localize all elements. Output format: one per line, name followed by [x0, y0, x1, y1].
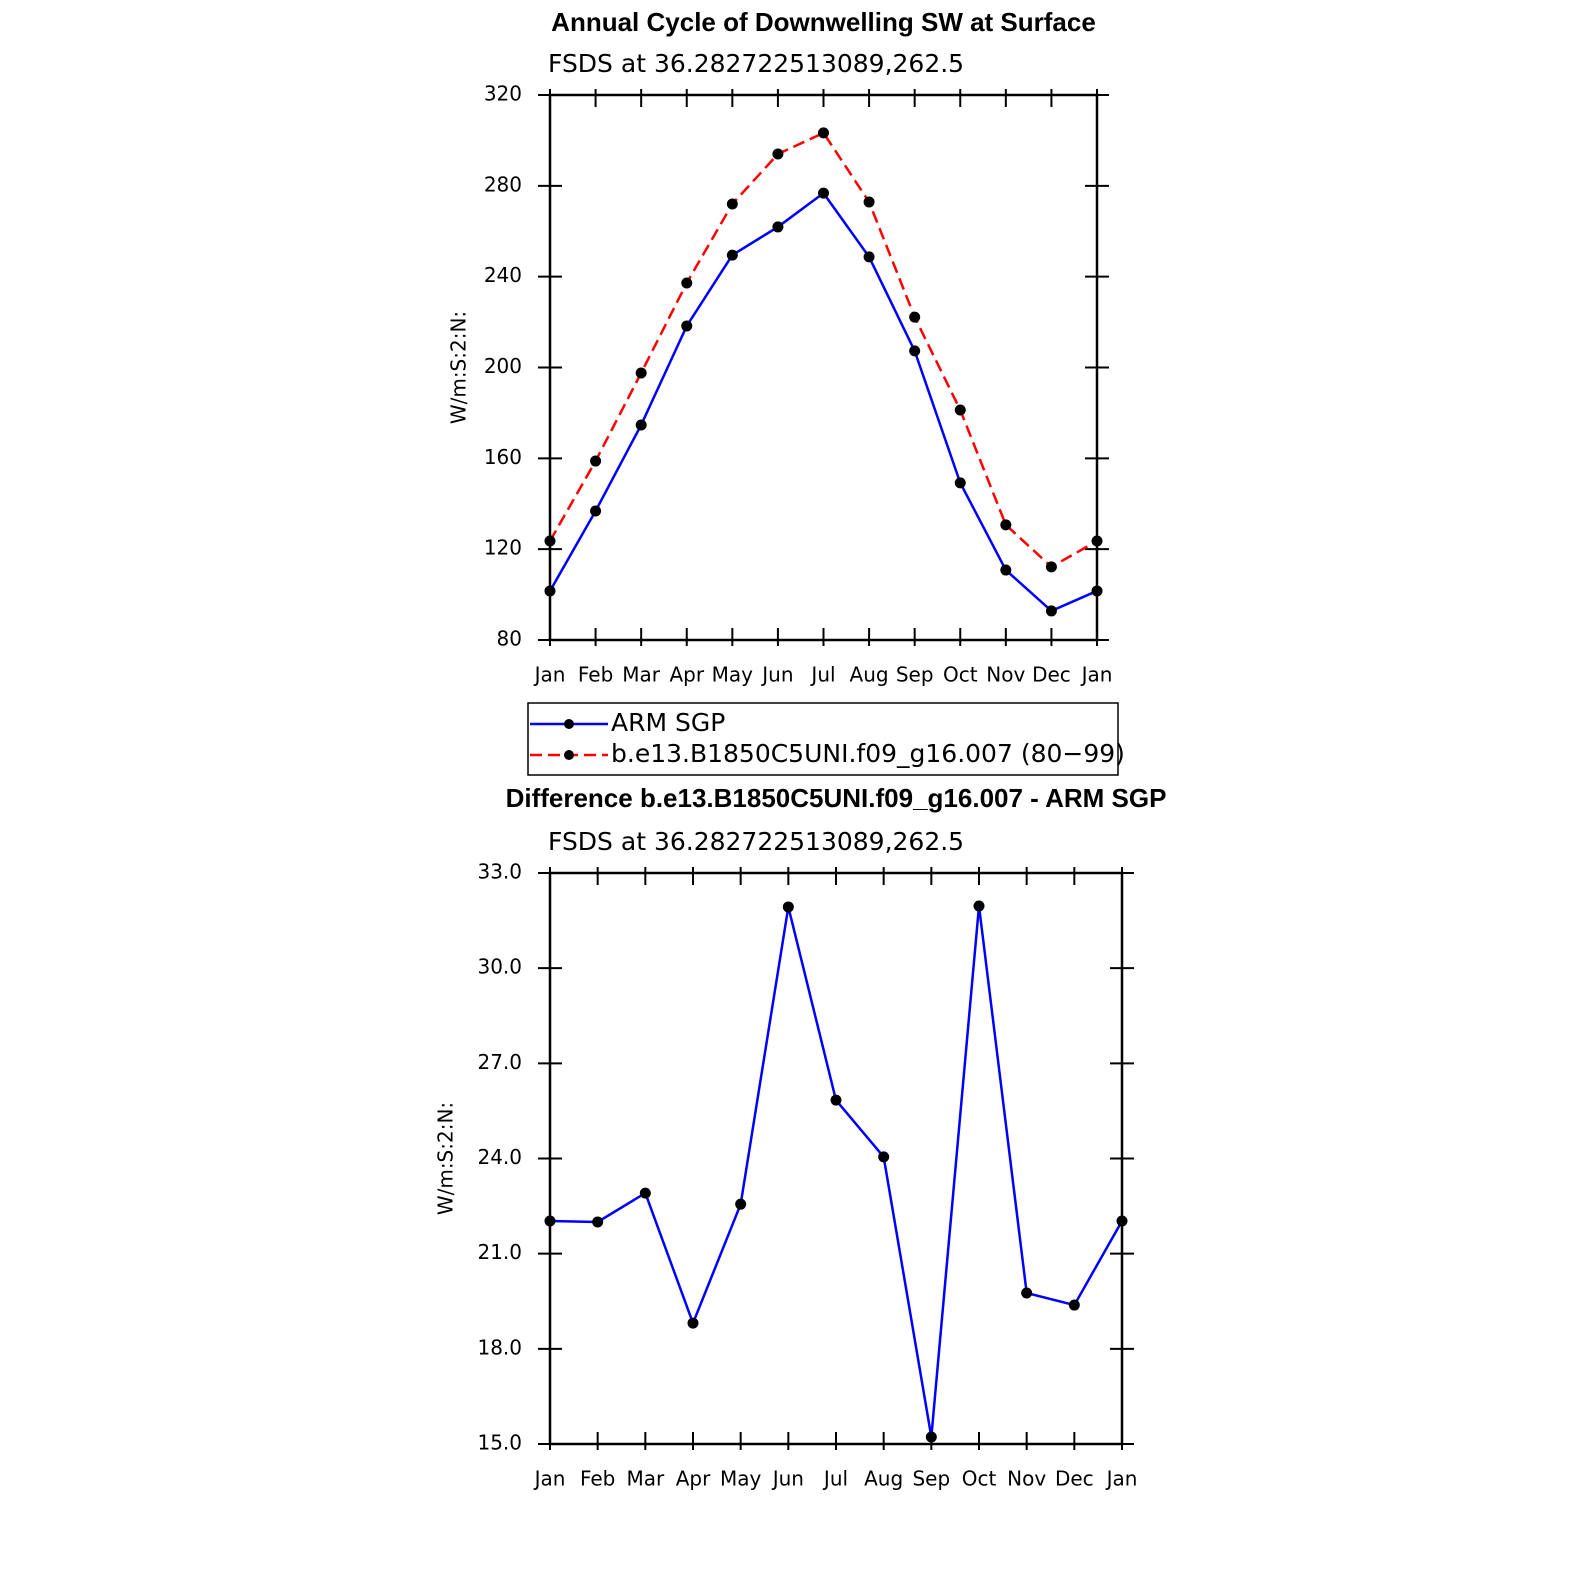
- data-point: [878, 1151, 890, 1163]
- x-tick-label: Sep: [912, 1467, 950, 1491]
- legend-label: ARM SGP: [611, 708, 725, 737]
- y-tick-label: 24.0: [477, 1145, 522, 1169]
- legend-box: [527, 702, 1119, 776]
- y-tick-label: 320: [484, 82, 522, 106]
- y-tick-label: 80: [497, 627, 522, 651]
- data-point: [909, 345, 921, 357]
- chart: Difference b.e13.B1850C5UNI.f09_g16.007 …: [434, 783, 1167, 1491]
- data-point: [635, 419, 647, 431]
- x-tick-label: Nov: [986, 663, 1025, 687]
- x-tick-label: Jun: [760, 663, 793, 687]
- data-point: [544, 535, 556, 547]
- x-tick-label: Jul: [822, 1467, 848, 1491]
- x-tick-label: Apr: [676, 1467, 711, 1491]
- data-point: [863, 251, 875, 263]
- data-point: [1091, 535, 1103, 547]
- x-tick-label: Aug: [850, 663, 889, 687]
- x-tick-label: Nov: [1007, 1467, 1046, 1491]
- data-point: [863, 196, 875, 208]
- data-point: [544, 1215, 556, 1227]
- x-tick-label: May: [720, 1467, 762, 1491]
- data-point: [590, 455, 602, 467]
- data-point: [925, 1431, 937, 1443]
- data-point: [687, 1317, 699, 1329]
- chart: Annual Cycle of Downwelling SW at Surfac…: [447, 7, 1125, 776]
- data-point: [1021, 1287, 1033, 1299]
- y-tick-label: 30.0: [477, 955, 522, 979]
- data-point: [639, 1187, 651, 1199]
- data-point: [909, 311, 921, 323]
- y-tick-label: 33.0: [477, 860, 522, 884]
- legend-marker: [564, 719, 574, 729]
- y-tick-label: 240: [484, 263, 522, 287]
- data-point: [681, 277, 693, 289]
- data-point: [830, 1094, 842, 1106]
- data-point: [954, 404, 966, 416]
- x-tick-label: Aug: [864, 1467, 903, 1491]
- plot-frame: [548, 93, 1099, 642]
- data-point: [735, 1198, 747, 1210]
- x-tick-label: Oct: [962, 1467, 997, 1491]
- x-tick-label: Mar: [626, 1467, 665, 1491]
- y-tick-label: 200: [484, 354, 522, 378]
- x-tick-label: May: [712, 663, 754, 687]
- data-point: [1091, 585, 1103, 597]
- chart-subtitle: FSDS at 36.282722513089,262.5: [548, 827, 964, 856]
- y-tick-label: 27.0: [477, 1050, 522, 1074]
- data-point: [772, 221, 784, 233]
- data-point: [782, 901, 794, 913]
- x-tick-label: Jan: [533, 1467, 566, 1491]
- y-tick-label: 160: [484, 445, 522, 469]
- y-tick-label: 120: [484, 536, 522, 560]
- y-tick-label: 21.0: [477, 1240, 522, 1264]
- x-tick-label: Jul: [809, 663, 835, 687]
- data-point: [1045, 561, 1057, 573]
- x-tick-label: Apr: [669, 663, 704, 687]
- data-point: [1000, 564, 1012, 576]
- data-point: [592, 1216, 604, 1228]
- data-point: [1000, 519, 1012, 531]
- data-point: [544, 585, 556, 597]
- chart-title: Difference b.e13.B1850C5UNI.f09_g16.007 …: [506, 783, 1167, 813]
- series-line: [548, 191, 1098, 613]
- plot-frame: [548, 871, 1124, 1446]
- legend-marker: [564, 750, 574, 760]
- data-point: [726, 198, 738, 210]
- data-point: [1116, 1215, 1128, 1227]
- x-tick-label: Jan: [1080, 663, 1113, 687]
- data-point: [818, 187, 829, 199]
- data-point: [590, 505, 602, 517]
- y-axis-label: W/m:S:2:N:: [447, 311, 471, 424]
- y-tick-label: 15.0: [477, 1431, 522, 1455]
- chart-title: Annual Cycle of Downwelling SW at Surfac…: [551, 7, 1096, 37]
- chart-subtitle: FSDS at 36.282722513089,262.5: [548, 49, 964, 78]
- data-point: [818, 127, 829, 139]
- x-tick-label: Jan: [533, 663, 566, 687]
- data-point: [1068, 1299, 1080, 1311]
- data-point: [772, 148, 784, 160]
- data-point: [726, 249, 738, 261]
- x-tick-label: Feb: [580, 1467, 615, 1491]
- y-tick-label: 280: [484, 172, 522, 196]
- data-point: [954, 477, 966, 489]
- x-tick-label: Oct: [943, 663, 978, 687]
- data-point: [635, 367, 647, 379]
- y-axis-label: W/m:S:2:N:: [434, 1102, 458, 1215]
- x-tick-label: Jan: [1105, 1467, 1138, 1491]
- x-tick-label: Mar: [622, 663, 661, 687]
- data-point: [973, 900, 985, 912]
- x-tick-label: Dec: [1032, 663, 1071, 687]
- data-point: [681, 320, 693, 332]
- data-point: [1045, 605, 1057, 617]
- series-line: [549, 905, 1124, 1438]
- legend-label: b.e13.B1850C5UNI.f09_g16.007 (80−99): [611, 739, 1125, 768]
- x-tick-label: Sep: [896, 663, 934, 687]
- x-tick-label: Dec: [1055, 1467, 1094, 1491]
- x-tick-label: Jun: [771, 1467, 804, 1491]
- y-tick-label: 18.0: [477, 1335, 522, 1359]
- x-tick-label: Feb: [578, 663, 613, 687]
